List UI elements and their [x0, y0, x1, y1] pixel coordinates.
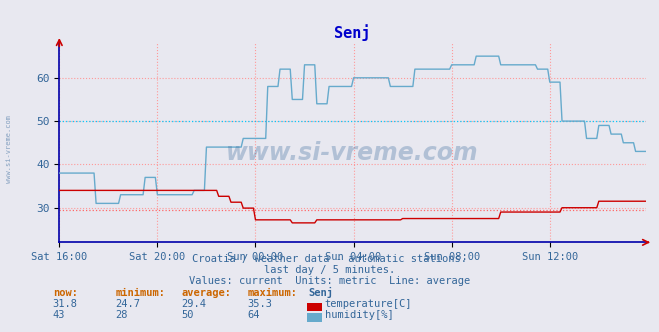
Text: Senj: Senj — [308, 287, 333, 298]
Text: www.si-vreme.com: www.si-vreme.com — [226, 141, 479, 165]
Text: last day / 5 minutes.: last day / 5 minutes. — [264, 265, 395, 275]
Text: Croatia / weather data - automatic stations.: Croatia / weather data - automatic stati… — [192, 254, 467, 264]
Text: 35.3: 35.3 — [247, 299, 272, 309]
Text: 50: 50 — [181, 310, 194, 320]
Text: 43: 43 — [53, 310, 65, 320]
Text: 24.7: 24.7 — [115, 299, 140, 309]
Text: 29.4: 29.4 — [181, 299, 206, 309]
Text: now:: now: — [53, 288, 78, 298]
Text: temperature[C]: temperature[C] — [325, 299, 413, 309]
Text: humidity[%]: humidity[%] — [325, 310, 393, 320]
Text: minimum:: minimum: — [115, 288, 165, 298]
Text: 64: 64 — [247, 310, 260, 320]
Text: 31.8: 31.8 — [53, 299, 78, 309]
Title: Senj: Senj — [334, 24, 371, 41]
Text: 28: 28 — [115, 310, 128, 320]
Text: Values: current  Units: metric  Line: average: Values: current Units: metric Line: aver… — [189, 276, 470, 286]
Text: average:: average: — [181, 288, 231, 298]
Text: maximum:: maximum: — [247, 288, 297, 298]
Text: www.si-vreme.com: www.si-vreme.com — [5, 116, 12, 183]
